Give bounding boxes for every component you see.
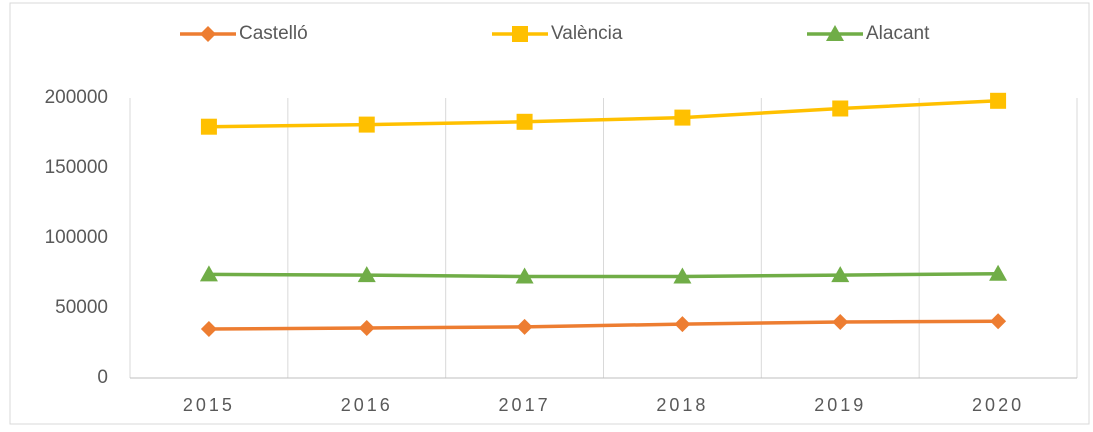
legend-label: Alacant: [866, 23, 930, 44]
x-tick-label: 2020: [972, 395, 1024, 415]
y-tick-label: 0: [97, 367, 108, 388]
legend-marker: [826, 25, 844, 41]
x-tick-label: 2015: [183, 395, 235, 415]
line: [208, 99, 999, 129]
marker: [515, 267, 534, 284]
marker: [200, 321, 217, 337]
marker: [673, 267, 692, 284]
legend-marker: [200, 26, 216, 42]
marker: [832, 100, 849, 117]
legend-marker: [512, 26, 528, 42]
marker: [674, 316, 691, 333]
legend-label: València: [551, 23, 623, 44]
chart-border: [9, 2, 1090, 425]
legend-label: Castelló: [239, 23, 308, 44]
y-tick-label: 50000: [55, 297, 108, 318]
marker: [516, 318, 533, 335]
x-tick-label: 2018: [656, 395, 708, 415]
line: [208, 271, 999, 279]
marker: [990, 313, 1007, 330]
y-tick-label: 100000: [45, 227, 108, 248]
marker: [674, 109, 691, 126]
x-tick-label: 2017: [499, 395, 551, 415]
marker: [200, 118, 217, 135]
y-tick-label: 150000: [45, 157, 108, 178]
line: [208, 319, 999, 331]
marker: [990, 92, 1007, 109]
marker: [199, 265, 218, 282]
marker: [831, 266, 850, 283]
marker: [832, 314, 849, 330]
marker: [358, 116, 375, 133]
marker: [516, 113, 533, 130]
x-tick-label: 2016: [341, 395, 393, 415]
marker: [358, 320, 375, 337]
marker: [357, 266, 376, 283]
x-tick-label: 2019: [814, 395, 866, 415]
y-tick-label: 200000: [45, 87, 108, 108]
marker: [989, 264, 1008, 281]
